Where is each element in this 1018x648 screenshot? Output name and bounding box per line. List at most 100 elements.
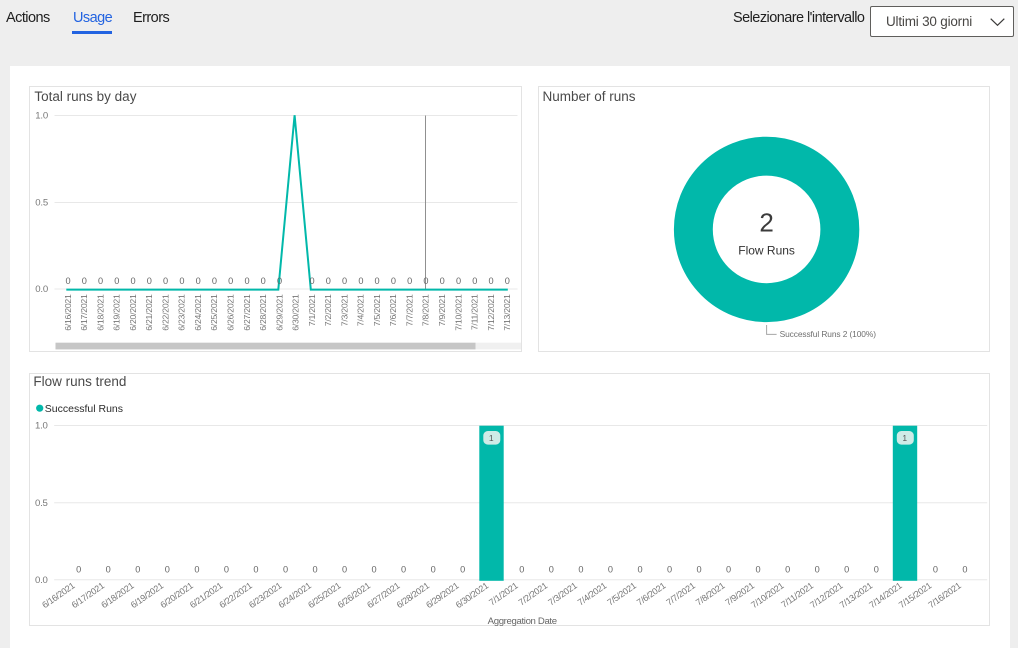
svg-text:7/1/2021: 7/1/2021 bbox=[306, 294, 316, 326]
svg-text:7/9/2021: 7/9/2021 bbox=[437, 294, 447, 326]
svg-text:0: 0 bbox=[114, 276, 119, 286]
svg-text:0: 0 bbox=[401, 564, 406, 574]
svg-text:7/3/2021: 7/3/2021 bbox=[546, 580, 579, 607]
svg-text:6/30/2021: 6/30/2021 bbox=[290, 294, 300, 331]
svg-text:0: 0 bbox=[194, 564, 199, 574]
svg-text:7/3/2021: 7/3/2021 bbox=[339, 294, 349, 326]
svg-text:1: 1 bbox=[902, 433, 907, 443]
svg-text:0: 0 bbox=[962, 564, 967, 574]
svg-text:7/13/2021: 7/13/2021 bbox=[502, 294, 512, 331]
svg-text:0: 0 bbox=[244, 276, 249, 286]
svg-text:0: 0 bbox=[430, 564, 435, 574]
svg-text:0: 0 bbox=[342, 276, 347, 286]
svg-text:0: 0 bbox=[105, 564, 110, 574]
svg-text:Aggregation Date: Aggregation Date bbox=[487, 616, 556, 626]
svg-text:0: 0 bbox=[276, 276, 281, 286]
svg-text:0: 0 bbox=[933, 564, 938, 574]
svg-text:0: 0 bbox=[608, 564, 613, 574]
svg-text:0.5: 0.5 bbox=[35, 498, 48, 509]
svg-text:0: 0 bbox=[455, 276, 460, 286]
svg-text:7/5/2021: 7/5/2021 bbox=[371, 294, 381, 326]
svg-text:1.0: 1.0 bbox=[35, 420, 48, 431]
svg-text:Successful Runs: Successful Runs bbox=[45, 403, 123, 415]
svg-text:6/22/2021: 6/22/2021 bbox=[160, 294, 170, 331]
svg-text:6/17/2021: 6/17/2021 bbox=[79, 294, 89, 331]
svg-text:7/1/2021: 7/1/2021 bbox=[487, 580, 520, 607]
svg-text:7/10/2021: 7/10/2021 bbox=[749, 580, 786, 610]
svg-text:0: 0 bbox=[358, 276, 363, 286]
svg-text:0.5: 0.5 bbox=[35, 198, 48, 209]
svg-text:0: 0 bbox=[312, 564, 317, 574]
svg-text:6/27/2021: 6/27/2021 bbox=[241, 294, 251, 331]
svg-text:6/30/2021: 6/30/2021 bbox=[454, 580, 491, 610]
svg-text:0: 0 bbox=[163, 276, 168, 286]
svg-text:7/7/2021: 7/7/2021 bbox=[404, 294, 414, 326]
svg-text:0: 0 bbox=[309, 276, 314, 286]
svg-text:0: 0 bbox=[179, 276, 184, 286]
svg-text:0: 0 bbox=[696, 564, 701, 574]
svg-text:0: 0 bbox=[504, 276, 509, 286]
svg-text:0: 0 bbox=[371, 564, 376, 574]
svg-text:7/7/2021: 7/7/2021 bbox=[664, 580, 697, 607]
svg-text:0: 0 bbox=[814, 564, 819, 574]
svg-text:0: 0 bbox=[165, 564, 170, 574]
svg-text:0: 0 bbox=[460, 564, 465, 574]
svg-text:6/16/2021: 6/16/2021 bbox=[62, 294, 72, 331]
svg-text:7/16/2021: 7/16/2021 bbox=[926, 580, 963, 610]
svg-text:6/28/2021: 6/28/2021 bbox=[258, 294, 268, 331]
svg-text:7/11/2021: 7/11/2021 bbox=[469, 294, 479, 330]
svg-text:0.0: 0.0 bbox=[35, 284, 48, 295]
svg-text:7/12/2021: 7/12/2021 bbox=[485, 294, 495, 331]
svg-text:7/2/2021: 7/2/2021 bbox=[323, 294, 333, 326]
svg-text:0: 0 bbox=[439, 276, 444, 286]
svg-text:0: 0 bbox=[488, 276, 493, 286]
svg-text:6/23/2021: 6/23/2021 bbox=[176, 294, 186, 331]
svg-text:2: 2 bbox=[759, 207, 773, 237]
svg-text:6/25/2021: 6/25/2021 bbox=[209, 294, 219, 331]
svg-text:Successful Runs 2 (100%): Successful Runs 2 (100%) bbox=[779, 329, 876, 339]
svg-text:6/24/2021: 6/24/2021 bbox=[193, 294, 203, 331]
svg-text:7/6/2021: 7/6/2021 bbox=[388, 294, 398, 326]
svg-text:7/10/2021: 7/10/2021 bbox=[453, 294, 463, 331]
svg-text:0: 0 bbox=[785, 564, 790, 574]
svg-text:0: 0 bbox=[407, 276, 412, 286]
svg-text:0: 0 bbox=[390, 276, 395, 286]
svg-text:0: 0 bbox=[228, 276, 233, 286]
svg-text:0: 0 bbox=[253, 564, 258, 574]
svg-text:7/8/2021: 7/8/2021 bbox=[694, 580, 727, 607]
svg-text:0: 0 bbox=[342, 564, 347, 574]
svg-text:6/21/2021: 6/21/2021 bbox=[144, 294, 154, 331]
svg-text:0: 0 bbox=[578, 564, 583, 574]
svg-text:0: 0 bbox=[195, 276, 200, 286]
svg-text:7/5/2021: 7/5/2021 bbox=[605, 580, 638, 607]
svg-text:0: 0 bbox=[874, 564, 879, 574]
svg-text:0: 0 bbox=[146, 276, 151, 286]
svg-text:6/20/2021: 6/20/2021 bbox=[127, 294, 137, 331]
svg-text:7/4/2021: 7/4/2021 bbox=[576, 580, 609, 607]
svg-text:7/4/2021: 7/4/2021 bbox=[355, 294, 365, 326]
svg-text:1: 1 bbox=[489, 433, 494, 443]
svg-text:Flow Runs: Flow Runs bbox=[738, 243, 795, 257]
svg-text:6/29/2021: 6/29/2021 bbox=[274, 294, 284, 331]
svg-text:0: 0 bbox=[637, 564, 642, 574]
svg-text:0: 0 bbox=[76, 564, 81, 574]
svg-text:0.0: 0.0 bbox=[35, 575, 48, 586]
svg-text:1.0: 1.0 bbox=[35, 111, 48, 122]
svg-text:7/8/2021: 7/8/2021 bbox=[420, 294, 430, 326]
svg-text:0: 0 bbox=[519, 564, 524, 574]
svg-text:0: 0 bbox=[135, 564, 140, 574]
svg-text:6/19/2021: 6/19/2021 bbox=[111, 294, 121, 331]
svg-text:0: 0 bbox=[423, 276, 428, 286]
svg-text:0: 0 bbox=[374, 276, 379, 286]
svg-text:0: 0 bbox=[667, 564, 672, 574]
svg-text:7/2/2021: 7/2/2021 bbox=[516, 580, 549, 607]
svg-text:0: 0 bbox=[844, 564, 849, 574]
svg-text:0: 0 bbox=[472, 276, 477, 286]
svg-text:6/26/2021: 6/26/2021 bbox=[225, 294, 235, 331]
svg-text:0: 0 bbox=[549, 564, 554, 574]
svg-text:0: 0 bbox=[283, 564, 288, 574]
svg-text:0: 0 bbox=[260, 276, 265, 286]
svg-text:6/18/2021: 6/18/2021 bbox=[95, 294, 105, 331]
svg-text:0: 0 bbox=[97, 276, 102, 286]
svg-text:0: 0 bbox=[726, 564, 731, 574]
